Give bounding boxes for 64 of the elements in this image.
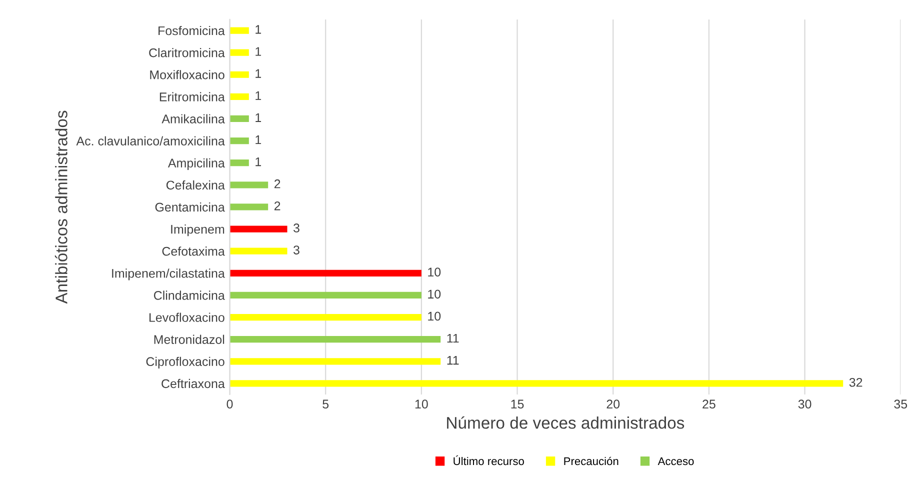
data-label: 1	[256, 25, 262, 34]
y-tick-label: Ampicilina	[168, 158, 225, 170]
legend-label: Último recurso	[454, 455, 524, 466]
x-axis-title: Número de veces administrados	[447, 416, 684, 429]
y-tick-label: Moxifloxacino	[150, 70, 224, 80]
bar	[230, 93, 249, 100]
data-label: 1	[256, 91, 262, 100]
data-label: 11	[447, 334, 459, 343]
data-label: 2	[274, 179, 280, 188]
data-label: 2	[274, 201, 280, 210]
data-label: 10	[428, 268, 441, 277]
x-tick-label: 30	[798, 400, 812, 409]
data-label: 10	[428, 312, 441, 321]
bar	[230, 204, 268, 210]
y-tick-label: Clindamicina	[154, 290, 225, 300]
y-tick-label: Eritromicina	[160, 92, 225, 102]
data-label: 10	[428, 290, 441, 299]
data-label: 3	[293, 224, 300, 232]
bar	[230, 292, 422, 299]
data-label: 11	[447, 356, 459, 365]
y-tick-label: Claritromicina	[149, 48, 225, 58]
x-tick-label: 0	[226, 400, 233, 409]
x-tick-label: 5	[322, 400, 329, 409]
x-tick-label: 10	[415, 400, 428, 409]
bar	[230, 314, 422, 321]
data-label: 3	[293, 246, 300, 254]
y-tick-label: Ac. clavulanico/amoxicilina	[76, 136, 225, 146]
bar	[230, 49, 249, 56]
y-tick-label: Cefalexina	[166, 180, 225, 190]
y-tick-label: Metronidazol	[154, 334, 224, 344]
y-tick-label: Gentamicina	[155, 202, 225, 212]
y-tick-label: Amikacilina	[162, 114, 225, 124]
bar	[230, 380, 844, 387]
bar	[230, 336, 441, 343]
data-label: 1	[256, 113, 262, 122]
data-label: 1	[256, 69, 262, 78]
bar	[230, 115, 249, 122]
y-tick-label: Cefotaxima	[162, 246, 225, 256]
bar	[230, 71, 249, 78]
bar	[230, 137, 249, 144]
y-tick-label: Imipenem	[171, 224, 224, 236]
bar	[230, 160, 249, 166]
legend-label: Precaución	[564, 456, 618, 466]
bar	[230, 248, 288, 254]
legend-label: Acceso	[658, 457, 694, 466]
data-label: 1	[256, 47, 262, 56]
bar	[230, 226, 288, 232]
bar	[230, 270, 422, 276]
y-tick-label: Fosfomicina	[158, 26, 225, 36]
y-tick-label: Ciprofloxacino	[146, 356, 224, 369]
x-tick-label: 15	[511, 400, 524, 409]
bar	[230, 182, 268, 188]
data-label: 1	[256, 157, 262, 166]
data-label: 32	[849, 378, 862, 387]
x-tick-label: 25	[702, 400, 716, 409]
y-tick-label: Ceftriaxona	[162, 378, 225, 388]
data-label: 1	[256, 135, 262, 144]
bar	[230, 27, 249, 34]
bar	[230, 358, 441, 365]
y-tick-label: Imipenem/cilastatina	[112, 268, 225, 280]
y-tick-label: Levofloxacino	[149, 312, 224, 322]
x-tick-label: 20	[606, 400, 620, 409]
y-axis-title: Antibióticos administrados	[54, 110, 68, 304]
x-tick-label: 35	[894, 400, 908, 409]
